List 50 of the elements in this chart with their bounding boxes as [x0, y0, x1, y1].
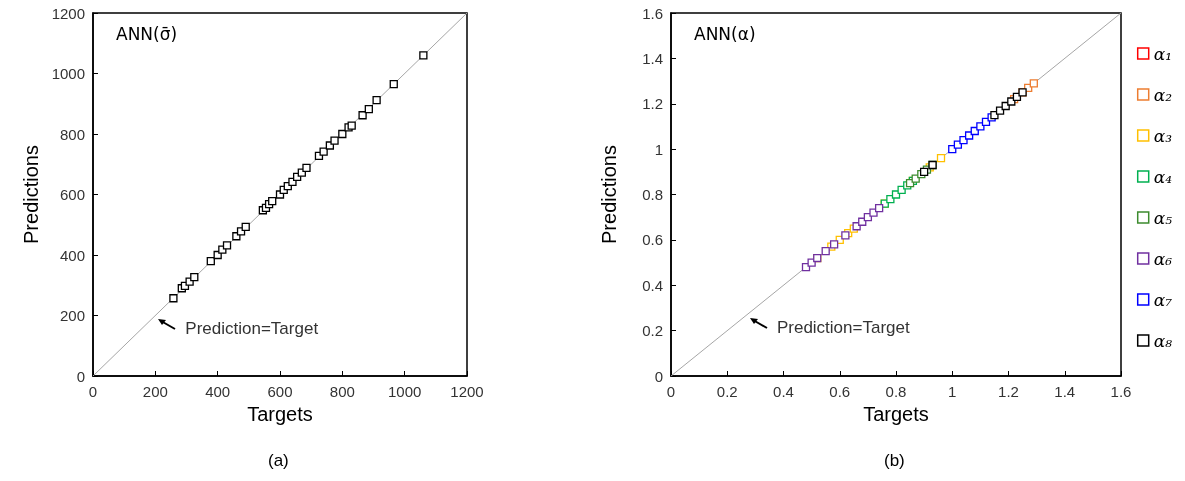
x-tick-label: 0.8 [885, 383, 907, 400]
y-axis-title: Predictions [598, 145, 620, 244]
annotation: Prediction=Target [185, 318, 319, 338]
y-tick-label: 200 [59, 307, 85, 324]
x-tick-label: 0.4 [773, 383, 794, 400]
x-tick-label: 0 [88, 383, 98, 400]
legend-label: α₆ [1153, 248, 1173, 269]
y-tick-label: 1.2 [642, 95, 663, 113]
x-tick-label: 0 [666, 383, 676, 400]
y-tick-label: 1200 [51, 4, 85, 22]
legend-label: α₄ [1153, 166, 1173, 187]
legend-label: α₇ [1153, 289, 1173, 310]
x-tick-label: 1000 [387, 383, 422, 400]
x-axis-title: Targets [863, 403, 929, 425]
y-tick-label: 1000 [51, 65, 85, 82]
y-tick-label: 1.6 [642, 4, 663, 22]
y-tick-label: 800 [59, 125, 85, 143]
y-tick-label: 1.4 [642, 49, 663, 67]
legend-label: α₈ [1153, 330, 1173, 351]
x-tick-label: 0.6 [829, 383, 851, 400]
y-tick-label: 0.6 [642, 231, 663, 249]
legend-label: α₅ [1153, 207, 1173, 228]
x-tick-label: 1200 [450, 383, 484, 400]
y-tick-label: 0 [654, 367, 663, 385]
y-tick-label: 400 [59, 246, 85, 264]
y-tick-label: 0.4 [642, 276, 663, 294]
x-tick-label: 800 [329, 383, 355, 400]
y-tick-label: 0.2 [642, 322, 663, 340]
text: ANN(σ̄) [116, 23, 178, 44]
text: (b) [884, 451, 905, 470]
y-tick-label: 1 [654, 140, 663, 158]
y-tick-label: 0 [76, 367, 85, 385]
x-tick-label: 1.2 [998, 383, 1019, 400]
x-tick-label: 200 [142, 383, 168, 400]
x-tick-label: 1.6 [1110, 383, 1132, 400]
x-tick-label: 1 [948, 383, 957, 400]
legend-label: α₃ [1153, 125, 1173, 146]
x-tick-label: 600 [267, 383, 293, 400]
text: (a) [268, 451, 289, 470]
x-tick-label: 1.4 [1054, 383, 1076, 400]
x-tick-label: 0.2 [716, 383, 738, 400]
y-tick-label: 600 [59, 186, 85, 203]
legend-label: α₂ [1153, 84, 1173, 105]
annotation: Prediction=Target [776, 317, 910, 337]
text: ANN(α) [694, 23, 756, 44]
y-tick-label: 0.8 [642, 186, 663, 203]
x-axis-title: Targets [247, 403, 313, 425]
x-tick-label: 400 [205, 383, 231, 400]
y-axis-title: Predictions [19, 145, 42, 244]
legend-label: α₁ [1153, 43, 1172, 64]
